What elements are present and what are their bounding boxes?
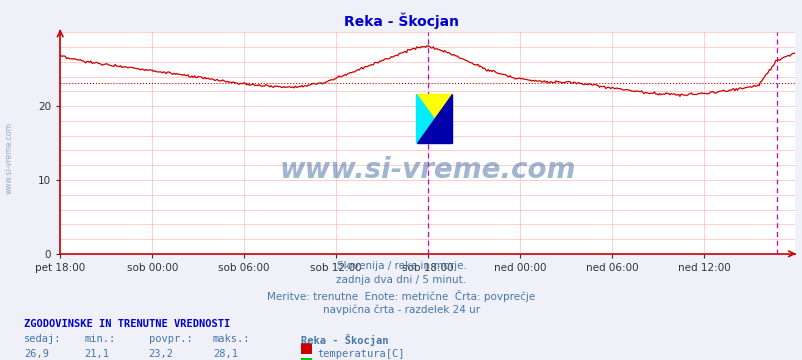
Text: zadnja dva dni / 5 minut.: zadnja dva dni / 5 minut.	[336, 275, 466, 285]
Text: www.si-vreme.com: www.si-vreme.com	[279, 156, 575, 184]
Polygon shape	[416, 94, 452, 143]
Text: Meritve: trenutne  Enote: metrične  Črta: povprečje: Meritve: trenutne Enote: metrične Črta: …	[267, 290, 535, 302]
Text: 23,2: 23,2	[148, 349, 173, 359]
Text: min.:: min.:	[84, 334, 115, 344]
Text: 26,9: 26,9	[24, 349, 49, 359]
Text: 21,1: 21,1	[84, 349, 109, 359]
Text: ZGODOVINSKE IN TRENUTNE VREDNOSTI: ZGODOVINSKE IN TRENUTNE VREDNOSTI	[24, 319, 230, 329]
Text: povpr.:: povpr.:	[148, 334, 192, 344]
Text: sedaj:: sedaj:	[24, 334, 62, 344]
Text: Slovenija / reke in morje.: Slovenija / reke in morje.	[336, 261, 466, 271]
Text: www.si-vreme.com: www.si-vreme.com	[5, 122, 14, 194]
Text: navpična črta - razdelek 24 ur: navpična črta - razdelek 24 ur	[322, 304, 480, 315]
Text: maks.:: maks.:	[213, 334, 250, 344]
Text: Reka - Škocjan: Reka - Škocjan	[301, 334, 388, 346]
Polygon shape	[416, 94, 434, 143]
Text: Reka - Škocjan: Reka - Škocjan	[343, 13, 459, 29]
Polygon shape	[416, 94, 452, 143]
Text: 28,1: 28,1	[213, 349, 237, 359]
Text: temperatura[C]: temperatura[C]	[317, 349, 404, 359]
